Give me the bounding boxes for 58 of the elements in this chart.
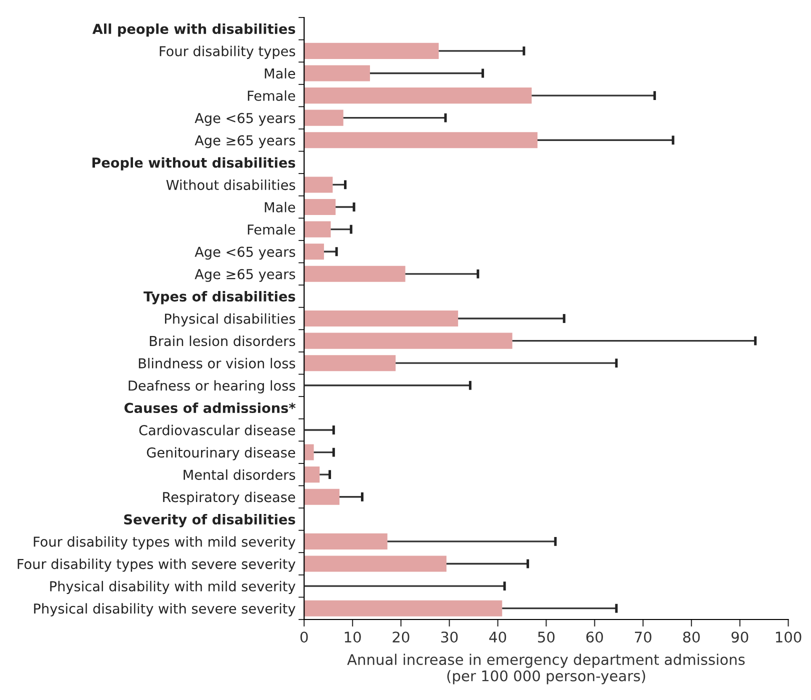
- bar: [304, 266, 406, 282]
- bar: [304, 600, 502, 616]
- y-tick-label: Respiratory disease: [163, 492, 296, 505]
- x-tick-label: 50: [538, 632, 555, 643]
- bar: [304, 466, 320, 483]
- bar: [304, 556, 446, 572]
- x-tick-label: 100: [776, 632, 802, 643]
- y-tick-label: Genitourinary disease: [146, 447, 296, 460]
- y-tick-label: Four disability types with severe severity: [18, 558, 296, 572]
- y-tick-label: Without disabilities: [166, 180, 296, 190]
- bar: [304, 88, 532, 104]
- x-tick-label: 40: [489, 632, 506, 643]
- bar: [304, 132, 538, 148]
- y-tick-label: Physical disabilities: [165, 313, 296, 326]
- y-tick-label: Brain lesion disorders: [150, 336, 296, 346]
- y-tick-label: All people with disabilities: [92, 23, 296, 37]
- y-tick-label: Male: [264, 68, 296, 79]
- bar: [304, 332, 512, 349]
- x-tick-label: 30: [441, 632, 458, 643]
- y-tick-label: People without disabilities: [92, 157, 296, 170]
- x-tick-label: 80: [683, 632, 700, 643]
- bar: [304, 355, 396, 372]
- y-tick-label: Causes of admissions*: [124, 402, 296, 414]
- x-tick-label: 60: [586, 632, 603, 643]
- x-tick-label: 10: [344, 632, 361, 643]
- y-tick-label: Mental disorders: [184, 469, 296, 480]
- y-tick-label: Severity of disabilities: [124, 514, 296, 528]
- x-axis-title: Annual increase in emergency department admissions (per 100 000 person-years): [347, 654, 745, 684]
- y-tick-label: Cardiovascular disease: [139, 424, 296, 436]
- y-tick-label: Four disability types with mild severity: [34, 536, 296, 550]
- y-tick-label: Age ≥65 years: [194, 268, 296, 282]
- y-tick-label: Types of disabilities: [144, 291, 296, 304]
- bar: [304, 244, 324, 260]
- y-tick-label: Blindness or vision loss: [138, 358, 296, 368]
- y-tick-label: Deafness or hearing loss: [128, 380, 296, 394]
- bar: [304, 198, 336, 216]
- y-tick-label: Male: [264, 202, 296, 212]
- x-tick-label: 70: [634, 632, 652, 643]
- bar: [304, 488, 340, 505]
- y-tick-label: Female: [248, 224, 296, 235]
- bar: [304, 310, 458, 327]
- bar: [304, 533, 388, 550]
- y-tick-label: Physical disability with mild severity: [50, 580, 296, 594]
- y-tick-label: Age ≥65 years: [194, 135, 296, 148]
- x-tick-label: 20: [392, 632, 410, 643]
- y-tick-label: Physical disability with severe severity: [34, 603, 296, 616]
- y-tick-label: Female: [248, 90, 296, 101]
- x-tick-label: 0: [300, 632, 308, 643]
- y-tick-label: Four disability types: [160, 46, 296, 59]
- bar: [304, 176, 333, 193]
- x-tick-label: 90: [732, 632, 748, 643]
- bar: [304, 65, 370, 82]
- y-tick-label: Age <65 years: [194, 112, 296, 126]
- y-tick-label: Age <65 years: [194, 246, 296, 260]
- bar: [304, 221, 331, 238]
- bar: [304, 444, 314, 460]
- bar: [304, 110, 344, 126]
- bar: [304, 42, 439, 59]
